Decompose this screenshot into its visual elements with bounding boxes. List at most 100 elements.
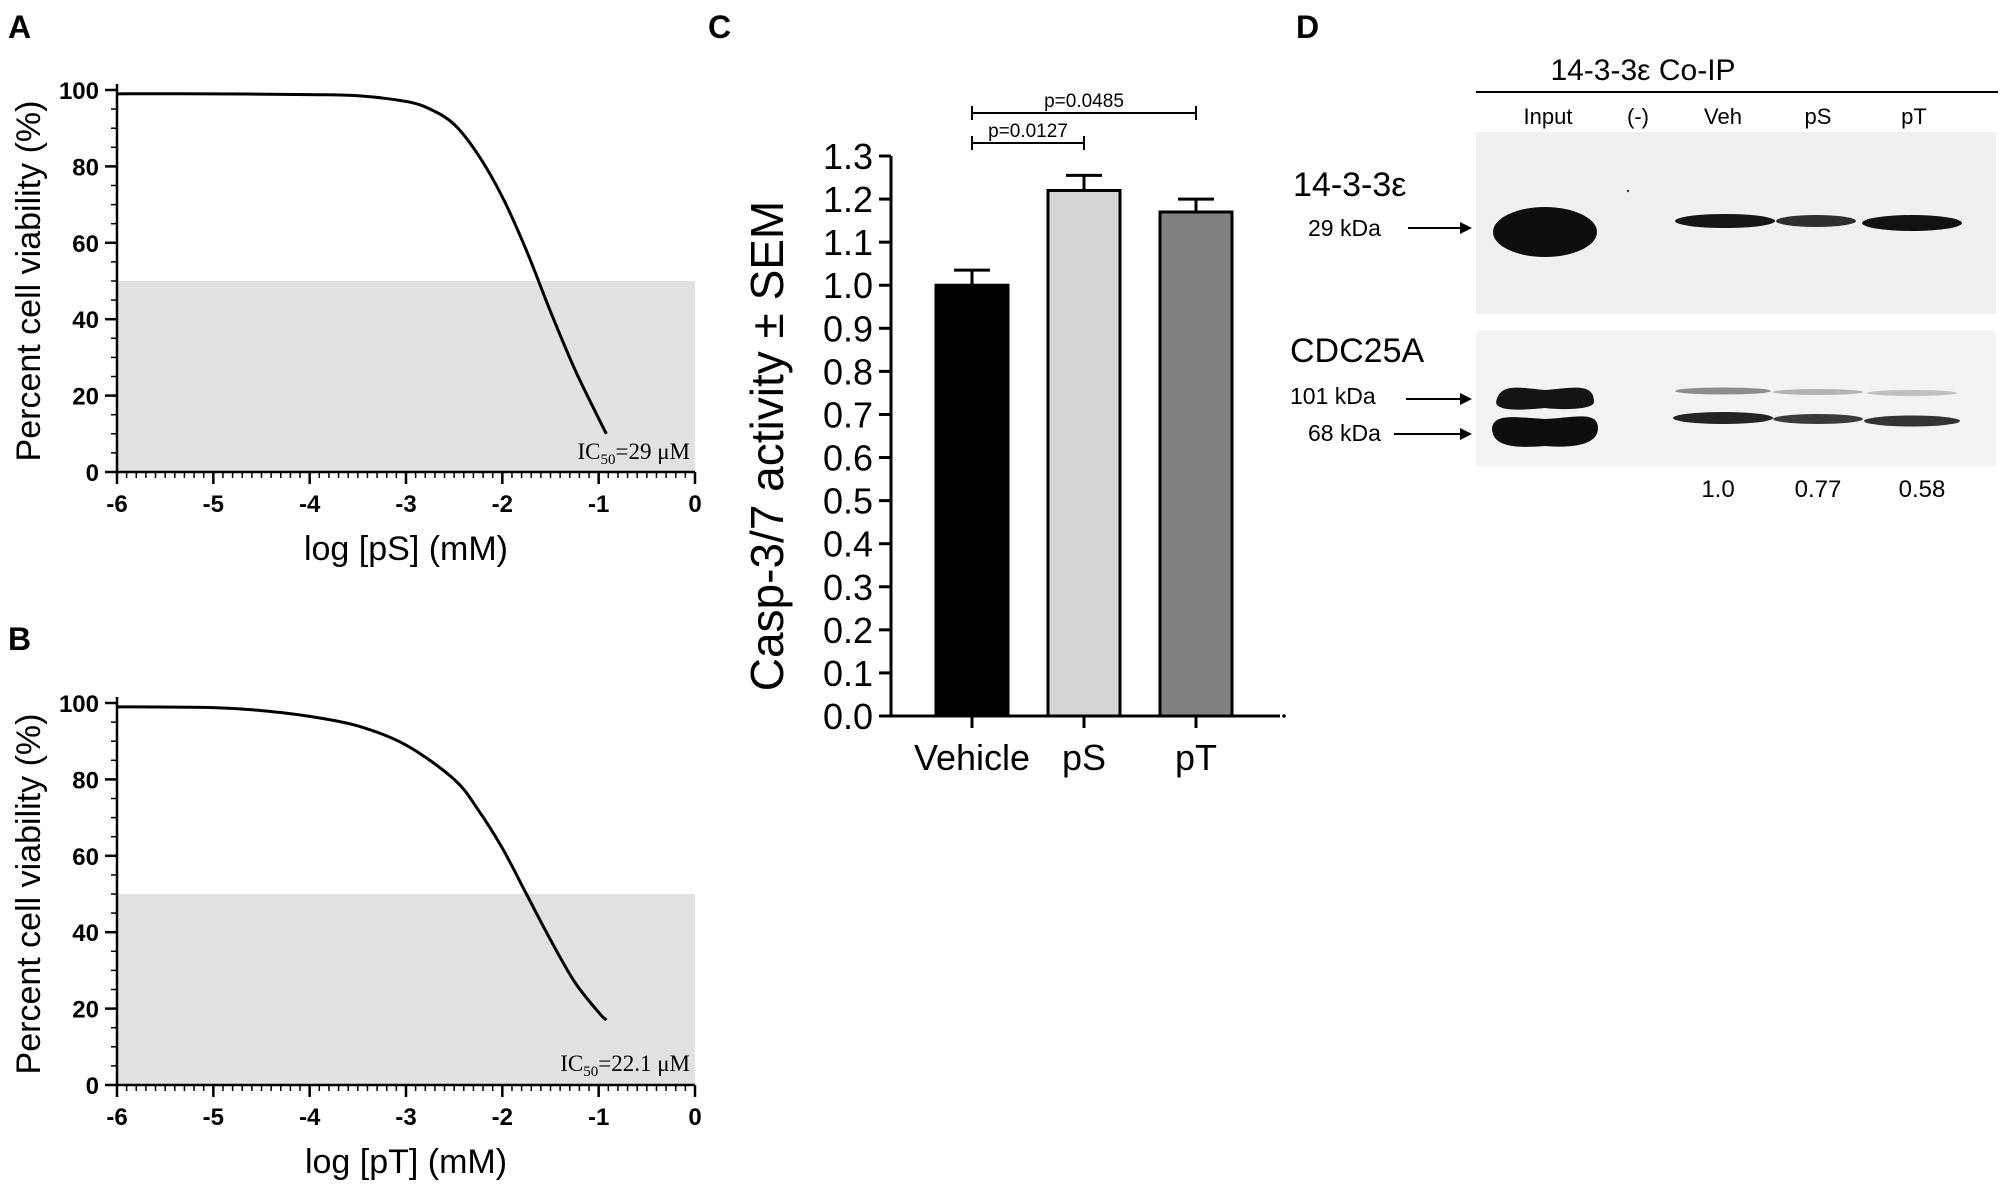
y-tick-label: 0.9 bbox=[823, 308, 873, 349]
lane-label-input: Input bbox=[1524, 104, 1573, 129]
y-tick-label: 1.3 bbox=[823, 136, 873, 177]
y-tick-label: 1.2 bbox=[823, 179, 873, 220]
membrane-speck bbox=[1626, 189, 1630, 193]
marker-label-101kda: 101 kDa bbox=[1290, 383, 1376, 409]
p-value-label: p=0.0127 bbox=[988, 121, 1068, 142]
marker-label-29kda: 29 kDa bbox=[1308, 215, 1381, 241]
y-tick-label: 40 bbox=[72, 920, 99, 947]
y-tick-label: 0.1 bbox=[823, 653, 873, 694]
protein-label-cdc25a: CDC25A bbox=[1290, 332, 1424, 370]
ic50-annotation: IC50=29 μM bbox=[577, 439, 690, 468]
y-tick-label: 20 bbox=[72, 384, 99, 411]
panel-label-c: C bbox=[708, 9, 731, 45]
y-tick-label: 0.8 bbox=[823, 351, 873, 392]
y-tick-label: 0.5 bbox=[823, 481, 873, 522]
lane-label-ps: pS bbox=[1805, 104, 1832, 129]
x-tick-label: -3 bbox=[395, 491, 416, 518]
x-tick-label: -3 bbox=[395, 1104, 416, 1131]
marker-arrow-101kda bbox=[1406, 393, 1472, 405]
y-axis-label: Casp-3/7 activity ± SEM bbox=[741, 201, 793, 692]
y-tick-label: 60 bbox=[72, 844, 99, 871]
x-tick-label: pS bbox=[1062, 737, 1106, 778]
x-tick-label: -2 bbox=[492, 1104, 513, 1131]
x-tick-label: 0 bbox=[688, 1104, 701, 1131]
marker-label-68kda: 68 kDa bbox=[1308, 420, 1381, 446]
ic50-prefix: IC bbox=[577, 439, 600, 464]
band-ps-29kda bbox=[1776, 215, 1856, 227]
y-tick-label: 20 bbox=[72, 997, 99, 1024]
bar-ps bbox=[1046, 188, 1122, 718]
bar-vehicle bbox=[934, 283, 1010, 718]
y-tick-label: 0.6 bbox=[823, 438, 873, 479]
y-tick-label: 0.0 bbox=[823, 696, 873, 737]
x-tick-label: 0 bbox=[688, 491, 701, 518]
dose-response-curve bbox=[116, 705, 608, 1022]
ratio-ps: 0.77 bbox=[1795, 476, 1842, 503]
y-tick-label: 0 bbox=[86, 1073, 99, 1100]
lane-label-veh: Veh bbox=[1704, 104, 1742, 129]
lane-label-pt: pT bbox=[1901, 104, 1927, 129]
ic50-subscript: 50 bbox=[583, 1064, 598, 1080]
band-input-29kda bbox=[1493, 207, 1597, 257]
panel-label-a: A bbox=[8, 9, 31, 45]
x-tick-label: -1 bbox=[588, 1104, 609, 1131]
x-tick-label: -4 bbox=[299, 491, 321, 518]
y-tick-label: 60 bbox=[72, 231, 99, 258]
dose-response-curve bbox=[116, 92, 608, 435]
shaded-band bbox=[117, 894, 695, 1085]
dose-response-chart-b: -6 -5 -4 -3 -2 -1 0 0 20 40 60 80 100 IC50=22.1 μM log… bbox=[10, 691, 702, 1181]
blot-title: 14-3-3ε Co-IP bbox=[1550, 54, 1735, 87]
ic50-subscript: 50 bbox=[600, 452, 615, 468]
x-tick-label: -5 bbox=[203, 491, 224, 518]
y-tick-label: 0.3 bbox=[823, 567, 873, 608]
band-pt-101kda bbox=[1867, 390, 1957, 396]
x-tick-label: -6 bbox=[106, 491, 127, 518]
p-value-label: p=0.0485 bbox=[1044, 91, 1124, 112]
band-ps-68kda bbox=[1773, 414, 1863, 424]
y-tick-label: 80 bbox=[72, 767, 99, 794]
x-axis-label: log [pS] (mM) bbox=[304, 530, 508, 568]
ic50-value: =29 μM bbox=[615, 439, 690, 464]
bar-pt bbox=[1158, 210, 1234, 718]
x-tick-label: -4 bbox=[299, 1104, 321, 1131]
y-axis-label: Percent cell viability (%) bbox=[10, 714, 48, 1075]
y-tick-label: 0.7 bbox=[823, 394, 873, 435]
y-tick-label: 0.4 bbox=[823, 524, 873, 565]
y-axis-label: Percent cell viability (%) bbox=[10, 101, 48, 462]
y-tick-label: 1.1 bbox=[823, 222, 873, 263]
caspase-bar-chart: 0.00.10.20.30.40.50.60.70.80.91.01.11.21… bbox=[741, 91, 1286, 778]
western-blot-panel: 14-3-3ε Co-IP Input (-) Veh pS pT 14-3-3… bbox=[1290, 54, 1998, 503]
y-tick-label: 80 bbox=[72, 154, 99, 181]
band-ps-101kda bbox=[1773, 389, 1863, 395]
protein-label-14-3-3e: 14-3-3ε bbox=[1293, 166, 1406, 204]
panel-label-d: D bbox=[1296, 9, 1319, 45]
axis-end-dot bbox=[1282, 714, 1286, 718]
y-tick-label: 1.0 bbox=[823, 265, 873, 306]
ratio-pt: 0.58 bbox=[1899, 476, 1946, 503]
y-tick-label: 100 bbox=[59, 78, 99, 105]
marker-arrow-29kda bbox=[1408, 222, 1472, 234]
x-tick-label: pT bbox=[1175, 737, 1217, 778]
panel-label-b: B bbox=[8, 621, 31, 657]
band-input-101kda bbox=[1496, 387, 1594, 410]
lane-label-negative: (-) bbox=[1627, 104, 1649, 129]
y-tick-label: 0 bbox=[86, 460, 99, 487]
ic50-annotation: IC50=22.1 μM bbox=[560, 1051, 690, 1080]
band-pt-68kda bbox=[1864, 415, 1960, 427]
band-veh-68kda bbox=[1673, 412, 1773, 424]
band-veh-29kda bbox=[1675, 214, 1775, 228]
band-veh-101kda bbox=[1675, 387, 1771, 395]
ratio-veh: 1.0 bbox=[1701, 476, 1734, 503]
ic50-value: =22.1 μM bbox=[598, 1051, 690, 1076]
x-tick-label: -1 bbox=[588, 491, 609, 518]
band-input-68kda bbox=[1492, 416, 1598, 447]
x-tick-label: -5 bbox=[203, 1104, 224, 1131]
x-tick-label: -2 bbox=[492, 491, 513, 518]
ic50-prefix: IC bbox=[560, 1051, 583, 1076]
shaded-band bbox=[117, 281, 695, 472]
band-pt-29kda bbox=[1862, 215, 1962, 231]
y-tick-label: 40 bbox=[72, 307, 99, 334]
dose-response-chart-a: -6 -5 -4 -3 -2 -1 0 0 20 40 60 80 100 IC50=29 μM log [… bbox=[10, 78, 702, 568]
x-axis-label: log [pT] (mM) bbox=[305, 1143, 507, 1181]
